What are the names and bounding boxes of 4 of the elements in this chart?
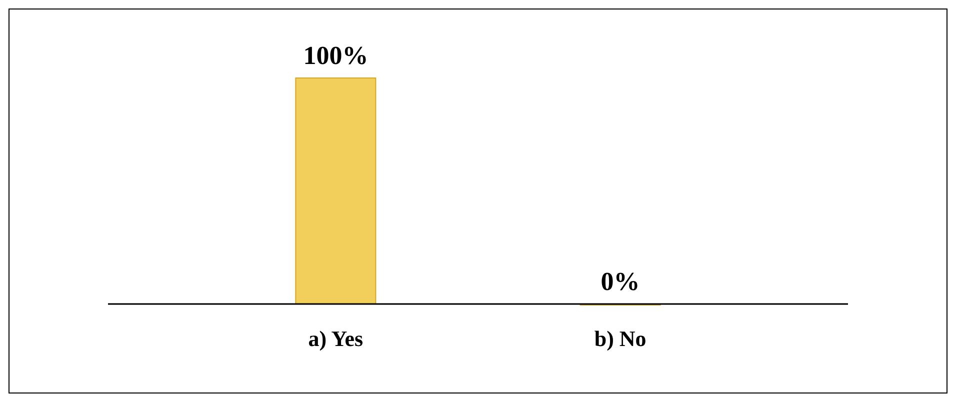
data-label: 0% bbox=[600, 267, 640, 296]
x-tick-label: b) No bbox=[594, 326, 646, 351]
data-label: 100% bbox=[303, 41, 368, 70]
x-tick-label: a) Yes bbox=[308, 326, 364, 351]
